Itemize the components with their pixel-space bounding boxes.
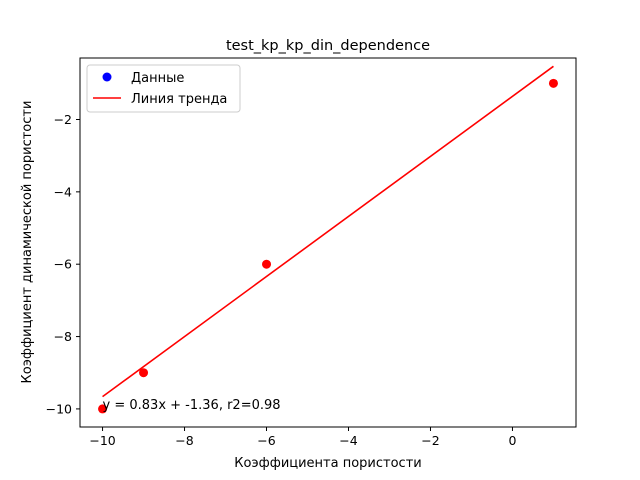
y-tick-label: −4: [54, 184, 72, 199]
y-tick-label: −8: [54, 329, 72, 344]
chart-title: test_kp_kp_din_dependence: [226, 38, 430, 54]
y-tick-label: −6: [54, 257, 72, 272]
regression-annotation: y = 0.83x + -1.36, r2=0.98: [103, 398, 281, 413]
data-point: [139, 368, 149, 378]
x-tick-label: −2: [421, 433, 439, 448]
legend-label-trend: Линия тренда: [131, 92, 227, 107]
x-tick-label: −4: [339, 433, 357, 448]
data-point: [98, 404, 108, 414]
legend: Данные Линия тренда: [86, 64, 241, 113]
y-axis-ticks: −10 −8 −6 −4 −2: [46, 112, 80, 416]
y-axis-label: Коэффициент динамической пористости: [20, 101, 35, 384]
legend-label-data: Данные: [131, 71, 184, 86]
axes-frame: [79, 57, 577, 428]
y-tick-label: −2: [54, 112, 72, 127]
y-tick-label: −10: [46, 401, 72, 416]
x-tick-label: −10: [89, 433, 115, 448]
x-axis-label: Коэффициента пористости: [234, 456, 421, 471]
data-point: [262, 259, 272, 269]
x-tick-label: 0: [508, 433, 516, 448]
data-point: [548, 78, 558, 88]
x-tick-label: −6: [257, 433, 275, 448]
plot-area: [98, 65, 558, 414]
x-axis-ticks: −10 −8 −6 −4 −2 0: [89, 427, 516, 448]
legend-box: [86, 64, 241, 113]
legend-marker-data: [102, 72, 112, 82]
x-tick-label: −8: [175, 433, 193, 448]
trend-line: [102, 65, 554, 398]
